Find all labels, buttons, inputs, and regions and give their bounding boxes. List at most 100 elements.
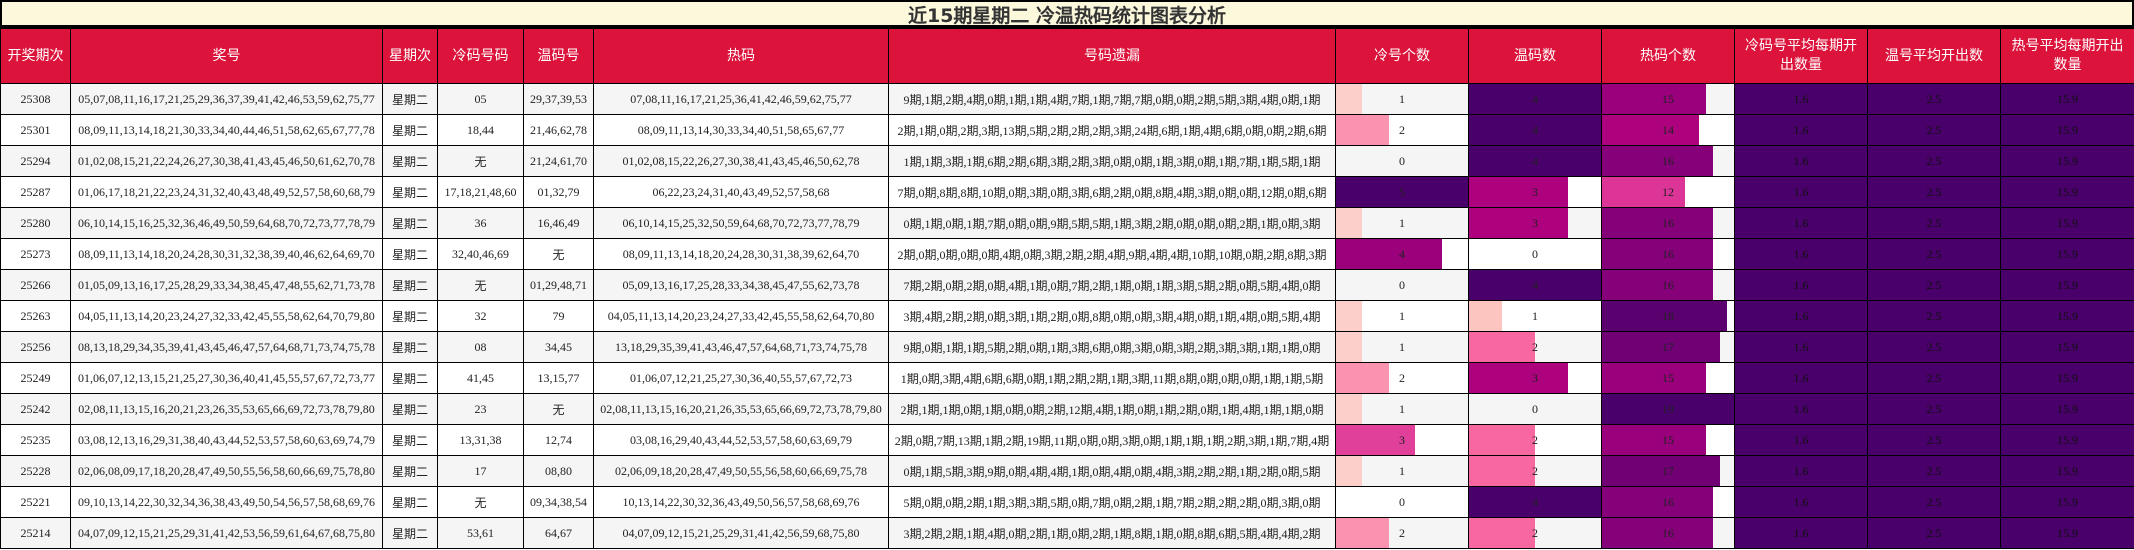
table-row: 25266 01,05,09,13,16,17,25,28,29,33,34,38…	[0, 269, 2134, 301]
cell-warm-avg: 2.5	[1867, 393, 2001, 425]
page-title: 近15期星期二 冷温热码统计图表分析	[0, 0, 2134, 28]
cell-missing: 7期,0期,8期,8期,10期,0期,3期,0期,3期,6期,2期,0期,8期,…	[888, 176, 1336, 208]
data-bar	[1469, 177, 1568, 207]
cell-warm-count: 4	[1468, 486, 1602, 518]
bar-value: 14	[1662, 122, 1674, 137]
cell-period: 25273	[0, 238, 71, 270]
cell-cold-numbers: 08	[437, 331, 524, 363]
cell-hot-numbers: 13,18,29,35,39,41,43,46,47,57,64,68,71,7…	[593, 331, 889, 363]
cell-warm-avg: 2.5	[1867, 424, 2001, 456]
data-bar	[1336, 301, 1363, 331]
cell-warm-count: 0	[1468, 393, 1602, 425]
cell-missing: 9期,1期,2期,4期,0期,1期,1期,4期,7期,1期,7期,7期,0期,0…	[888, 83, 1336, 115]
cell-hot-numbers: 05,09,13,16,17,25,28,33,34,38,45,47,55,6…	[593, 269, 889, 301]
cell-cold-numbers: 13,31,38	[437, 424, 524, 456]
cell-cold-numbers: 32	[437, 300, 524, 332]
cell-cold-count: 1	[1335, 300, 1469, 332]
cell-warm-avg: 2.5	[1867, 486, 2001, 518]
cell-period: 25308	[0, 83, 71, 115]
cell-period: 25221	[0, 486, 71, 518]
cell-warm-avg: 2.5	[1867, 455, 2001, 487]
data-bar	[1336, 115, 1389, 145]
cell-numbers: 08,13,18,29,34,35,39,41,43,45,46,47,57,6…	[70, 331, 383, 363]
cell-numbers: 03,08,12,13,16,29,31,38,40,43,44,52,53,5…	[70, 424, 383, 456]
bar-value: 0	[1532, 246, 1538, 261]
cell-hot-count: 16	[1601, 517, 1735, 549]
cell-cold-avg: 1.6	[1734, 393, 1868, 425]
data-bar	[1602, 456, 1721, 486]
cell-weekday: 星期二	[382, 362, 438, 394]
cell-warm-numbers: 08,80	[523, 455, 594, 487]
cell-warm-avg: 2.5	[1867, 517, 2001, 549]
cell-hot-count: 18	[1601, 300, 1735, 332]
cell-numbers: 01,06,07,12,13,15,21,25,27,30,36,40,41,4…	[70, 362, 383, 394]
cell-warm-avg: 2.5	[1867, 331, 2001, 363]
cell-missing: 3期,2期,2期,1期,4期,0期,2期,1期,0期,2期,1期,8期,1期,0…	[888, 517, 1336, 549]
cell-missing: 3期,4期,2期,2期,0期,3期,1期,2期,0期,8期,0期,0期,3期,4…	[888, 300, 1336, 332]
cell-hot-avg: 15.9	[2000, 517, 2134, 549]
cell-period: 25263	[0, 300, 71, 332]
table-row: 25221 09,10,13,14,22,30,32,34,36,38,43,49…	[0, 486, 2134, 518]
cell-hot-count: 19	[1601, 393, 1735, 425]
bar-value: 3	[1532, 184, 1538, 199]
cell-weekday: 星期二	[382, 455, 438, 487]
bar-value: 4	[1532, 277, 1538, 292]
bar-value: 0	[1399, 277, 1405, 292]
table-row: 25287 01,06,17,18,21,22,23,24,31,32,40,43…	[0, 176, 2134, 208]
data-bar	[1336, 239, 1442, 269]
cell-warm-numbers: 13,15,77	[523, 362, 594, 394]
table-row: 25214 04,07,09,12,15,21,25,29,31,41,42,53…	[0, 517, 2134, 549]
cell-hot-numbers: 10,13,14,22,30,32,36,43,49,50,56,57,58,6…	[593, 486, 889, 518]
bar-value: 4	[1532, 153, 1538, 168]
data-bar	[1336, 208, 1363, 238]
cell-cold-avg: 1.6	[1734, 83, 1868, 115]
cell-cold-numbers: 36	[437, 207, 524, 239]
cell-numbers: 06,10,14,15,16,25,32,36,46,49,50,59,64,6…	[70, 207, 383, 239]
bar-value: 16	[1662, 153, 1674, 168]
bar-value: 0	[1532, 401, 1538, 416]
cell-warm-numbers: 12,74	[523, 424, 594, 456]
cell-warm-count: 2	[1468, 455, 1602, 487]
bar-value: 16	[1662, 246, 1674, 261]
cell-warm-numbers: 无	[523, 393, 594, 425]
cell-warm-avg: 2.5	[1867, 362, 2001, 394]
cell-warm-count: 4	[1468, 145, 1602, 177]
cell-numbers: 02,08,11,13,15,16,20,21,23,26,35,53,65,6…	[70, 393, 383, 425]
bar-value: 16	[1662, 215, 1674, 230]
cell-hot-avg: 15.9	[2000, 455, 2134, 487]
cell-warm-avg: 2.5	[1867, 300, 2001, 332]
cell-warm-numbers: 01,32,79	[523, 176, 594, 208]
cell-hot-count: 16	[1601, 486, 1735, 518]
cell-warm-avg: 2.5	[1867, 83, 2001, 115]
cell-cold-avg: 1.6	[1734, 331, 1868, 363]
cell-warm-numbers: 无	[523, 238, 594, 270]
cell-numbers: 08,09,11,13,14,18,21,30,33,34,40,44,46,5…	[70, 114, 383, 146]
cell-hot-numbers: 08,09,11,13,14,18,20,24,28,30,31,38,39,6…	[593, 238, 889, 270]
data-bar	[1336, 425, 1416, 455]
cell-numbers: 04,05,11,13,14,20,23,24,27,32,33,42,45,5…	[70, 300, 383, 332]
bar-value: 4	[1532, 494, 1538, 509]
data-bar	[1469, 518, 1535, 548]
cell-cold-avg: 1.6	[1734, 486, 1868, 518]
cell-cold-count: 1	[1335, 393, 1469, 425]
data-bar	[1602, 394, 1734, 424]
cell-hot-numbers: 04,05,11,13,14,20,23,24,27,33,42,45,55,5…	[593, 300, 889, 332]
cell-cold-count: 2	[1335, 362, 1469, 394]
data-bar	[1336, 177, 1468, 207]
cell-hot-avg: 15.9	[2000, 176, 2134, 208]
bar-value: 15	[1662, 91, 1674, 106]
bar-value: 4	[1532, 122, 1538, 137]
cell-weekday: 星期二	[382, 424, 438, 456]
cell-weekday: 星期二	[382, 486, 438, 518]
cell-hot-avg: 15.9	[2000, 238, 2134, 270]
bar-value: 2	[1399, 122, 1405, 137]
table-row: 25256 08,13,18,29,34,35,39,41,43,45,46,47…	[0, 331, 2134, 363]
cell-warm-numbers: 16,46,49	[523, 207, 594, 239]
table-row: 25280 06,10,14,15,16,25,32,36,46,49,50,59…	[0, 207, 2134, 239]
cell-hot-avg: 15.9	[2000, 145, 2134, 177]
data-bar	[1469, 146, 1601, 176]
cell-missing: 7期,2期,0期,2期,0期,4期,1期,0期,7期,2期,1期,0期,1期,3…	[888, 269, 1336, 301]
cell-numbers: 08,09,11,13,14,18,20,24,28,30,31,32,38,3…	[70, 238, 383, 270]
cell-warm-avg: 2.5	[1867, 145, 2001, 177]
cell-numbers: 01,02,08,15,21,22,24,26,27,30,38,41,43,4…	[70, 145, 383, 177]
